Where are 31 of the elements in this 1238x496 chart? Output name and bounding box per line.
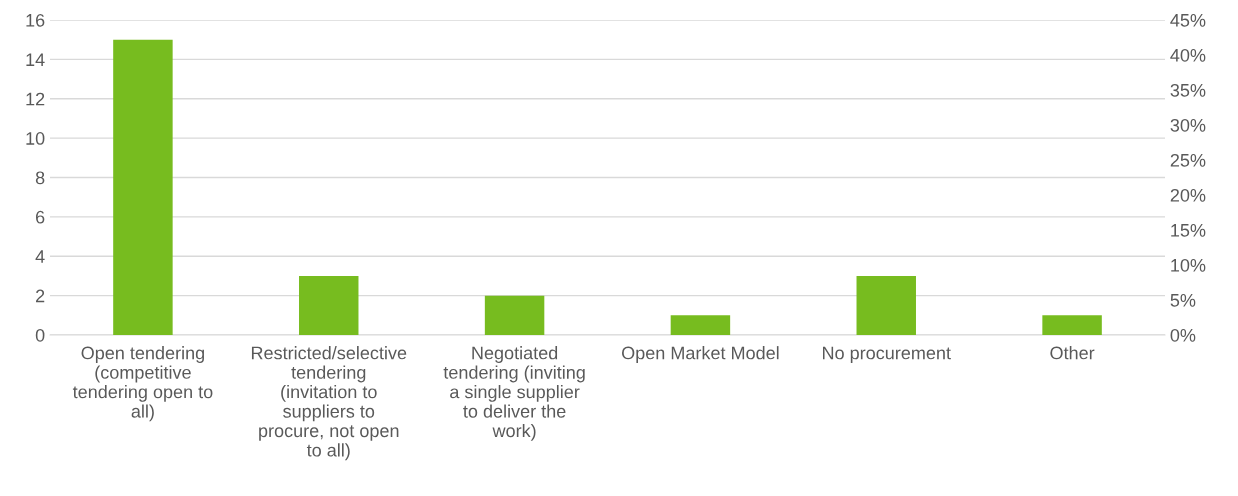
y-tick-label: 4 [35,250,45,263]
y-tick-label: 12 [26,92,45,106]
x-tick-label: Open Market Model [622,346,779,363]
y-tick-label: 14 [26,53,45,66]
y2-tick-label: 30% [1170,118,1206,132]
y2-tick-label: 5% [1170,294,1196,307]
bar [484,295,545,335]
y-tick-label: 2 [36,289,45,303]
bar [856,275,916,335]
y2-tick-label: 45% [1170,14,1206,27]
x-tick-label: Open tendering (competitive tendering open to all) [72,346,213,422]
bar [299,275,359,335]
y-tick-label: 16 [26,13,45,27]
x-tick-label: Negotiated tendering (inviting a single supplier to deliver the work) [443,346,585,441]
y2-tick-label: 0% [1170,328,1196,342]
y-tick-label: 0 [35,328,45,342]
x-tick-label: Restricted/selective tendering (invitation to suppliers to procure, not open to all) [251,346,407,461]
y2-tick-label: 25% [1170,153,1206,167]
y-tick-label: 10 [26,132,45,145]
y-tick-label: 6 [36,210,45,224]
y-tick-label: 8 [35,171,45,185]
y2-tick-label: 35% [1170,83,1206,97]
y2-tick-label: 40% [1170,48,1206,62]
bar [113,39,173,335]
bar [1042,315,1102,335]
y2-tick-label: 20% [1170,188,1206,202]
x-tick-label: No procurement [823,346,951,363]
y2-tick-label: 10% [1171,258,1206,272]
bar [670,315,731,335]
x-tick-label: Other [1050,346,1095,360]
y2-tick-label: 15% [1171,224,1206,237]
